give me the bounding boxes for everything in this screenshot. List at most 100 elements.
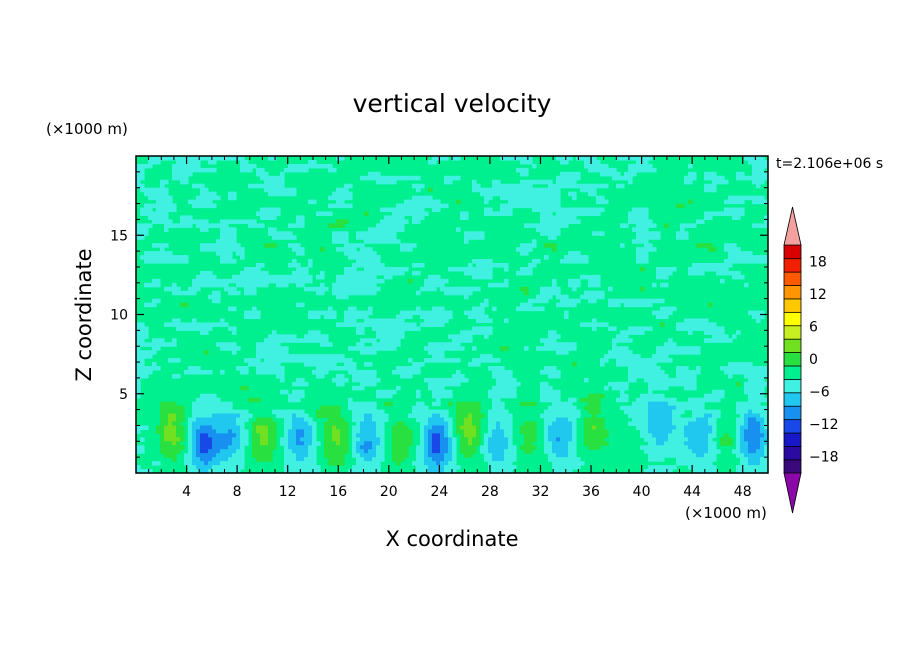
field-cell [368, 278, 373, 284]
field-cell [232, 227, 237, 232]
field-cell [560, 156, 565, 161]
field-cell [440, 389, 445, 395]
field-cell [632, 207, 637, 213]
field-cell [500, 429, 505, 434]
field-cell [528, 179, 533, 185]
field-cell [744, 389, 749, 395]
field-cell [376, 409, 381, 415]
field-cell [212, 274, 217, 280]
field-cell [292, 437, 297, 442]
field-cell [500, 457, 505, 462]
field-cell [180, 326, 185, 331]
field-cell [376, 425, 381, 431]
field-cell [592, 393, 597, 399]
field-cell [656, 235, 661, 240]
field-cell [200, 469, 205, 474]
field-cell [508, 425, 513, 431]
field-cell [216, 322, 221, 327]
field-cell [556, 183, 561, 189]
field-cell [268, 338, 273, 343]
field-cell [472, 433, 477, 438]
field-cell [572, 342, 577, 347]
field-cell [400, 457, 405, 462]
field-cell [592, 318, 597, 324]
field-cell [508, 421, 513, 427]
field-cell [552, 342, 557, 347]
field-cell [548, 227, 553, 232]
field-cell [764, 445, 769, 450]
field-cell [524, 156, 529, 161]
field-cell [584, 437, 589, 442]
field-cell [640, 366, 645, 371]
field-cell [396, 175, 401, 181]
field-cell [664, 417, 669, 423]
field-cell [152, 346, 157, 351]
field-cell [660, 314, 665, 320]
field-cell [192, 429, 197, 434]
field-cell [172, 175, 177, 181]
field-cell [740, 211, 745, 217]
field-cell [528, 223, 533, 228]
field-cell [268, 211, 273, 217]
field-cell [320, 163, 325, 169]
field-cell [752, 171, 757, 177]
field-cell [464, 437, 469, 442]
field-cell [708, 441, 713, 446]
field-cell [552, 421, 557, 427]
field-cell [488, 266, 493, 272]
field-cell [196, 183, 201, 189]
field-cell [548, 330, 553, 335]
field-cell [568, 409, 573, 415]
field-cell [588, 397, 593, 403]
field-cell [296, 445, 301, 450]
field-cell [352, 433, 357, 438]
field-cell [720, 334, 725, 339]
field-cell [224, 223, 229, 228]
field-cell [300, 453, 305, 458]
field-cell [520, 243, 525, 248]
field-cell [212, 445, 217, 450]
field-cell [220, 322, 225, 327]
field-cell [236, 346, 241, 351]
field-cell [244, 385, 249, 391]
field-cell [692, 425, 697, 431]
field-cell [504, 453, 509, 458]
field-cell [192, 159, 197, 165]
field-cell [240, 366, 245, 371]
field-cell [264, 358, 269, 363]
field-cell [648, 358, 653, 363]
field-cell [328, 163, 333, 169]
field-cell [296, 429, 301, 434]
field-cell [380, 227, 385, 232]
field-cell [512, 389, 517, 395]
field-cell [400, 449, 405, 454]
field-cell [736, 437, 741, 442]
field-cell [272, 346, 277, 351]
field-cell [684, 405, 689, 411]
field-cell [176, 163, 181, 169]
field-cell [732, 362, 737, 367]
field-cell [648, 429, 653, 434]
field-cell [548, 373, 553, 379]
field-cell [324, 449, 329, 454]
field-cell [332, 453, 337, 458]
field-cell [368, 235, 373, 240]
field-cell [300, 381, 305, 387]
field-cell [300, 413, 305, 419]
field-cell [416, 326, 421, 331]
field-cell [696, 453, 701, 458]
field-cell [536, 306, 541, 312]
field-cell [212, 437, 217, 442]
field-cell [560, 294, 565, 300]
field-cell [448, 358, 453, 363]
field-cell [300, 389, 305, 395]
field-cell [464, 441, 469, 446]
field-cell [600, 393, 605, 399]
field-cell [660, 433, 665, 438]
field-cell [196, 219, 201, 224]
field-cell [512, 453, 517, 458]
field-cell [648, 425, 653, 431]
field-cell [568, 175, 573, 181]
field-cell [524, 191, 529, 197]
field-cell [700, 465, 705, 470]
